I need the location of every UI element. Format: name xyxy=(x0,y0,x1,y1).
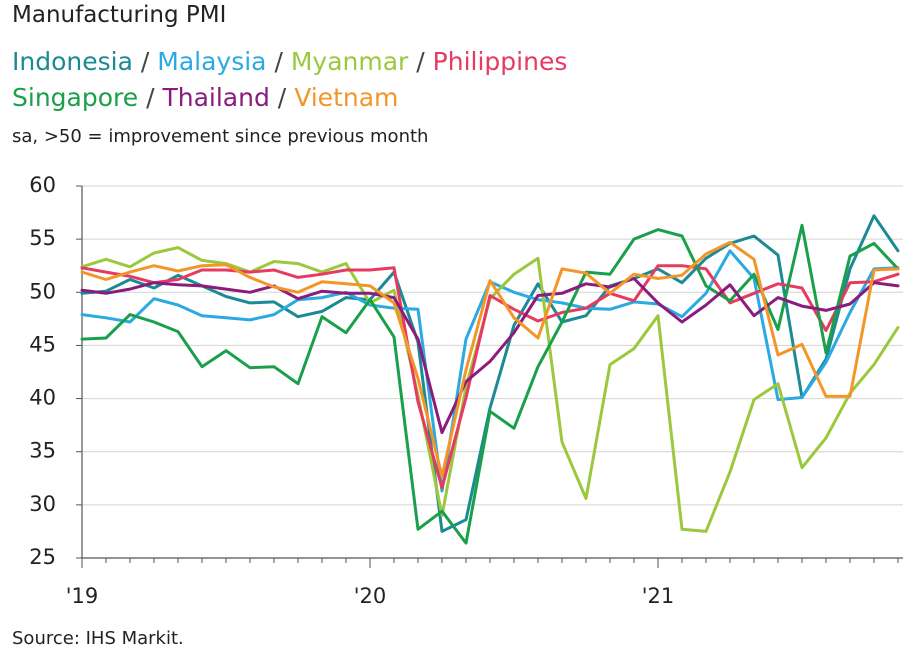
y-tick-label: 35 xyxy=(29,439,56,463)
source-note: Source: IHS Markit. xyxy=(12,628,184,649)
series-line xyxy=(80,277,900,435)
y-tick-label: 60 xyxy=(29,173,56,197)
legend-entry: Myanmar xyxy=(290,47,409,76)
legend-entry: Malaysia xyxy=(157,47,267,76)
legend-separator: / xyxy=(146,83,155,112)
legend-separator: / xyxy=(416,47,425,76)
legend-separator: / xyxy=(274,47,283,76)
legend-entry: Indonesia xyxy=(12,47,133,76)
x-tick-label: '19 xyxy=(66,584,99,608)
legend: Indonesia / Malaysia / Myanmar / Philipp… xyxy=(12,44,632,116)
series-line xyxy=(80,240,900,478)
legend-entry: Thailand xyxy=(162,83,270,112)
y-tick-label: 50 xyxy=(29,279,56,303)
legend-entry: Philippines xyxy=(432,47,568,76)
legend-separator: / xyxy=(140,47,150,76)
series-line xyxy=(80,214,900,533)
legend-separator: / xyxy=(277,83,287,112)
legend-entry: Vietnam xyxy=(294,83,399,112)
x-tick-label: '20 xyxy=(354,584,387,608)
chart-subtitle: sa, >50 = improvement since previous mon… xyxy=(12,126,429,147)
legend-entry: Singapore xyxy=(12,83,139,112)
x-tick-label: '21 xyxy=(642,584,675,608)
chart-title: Manufacturing PMI xyxy=(12,2,227,28)
y-tick-label: 45 xyxy=(29,332,56,356)
y-tick-label: 55 xyxy=(29,226,56,250)
y-tick-label: 25 xyxy=(29,545,56,569)
y-tick-label: 40 xyxy=(29,386,56,410)
y-tick-label: 30 xyxy=(29,492,56,516)
